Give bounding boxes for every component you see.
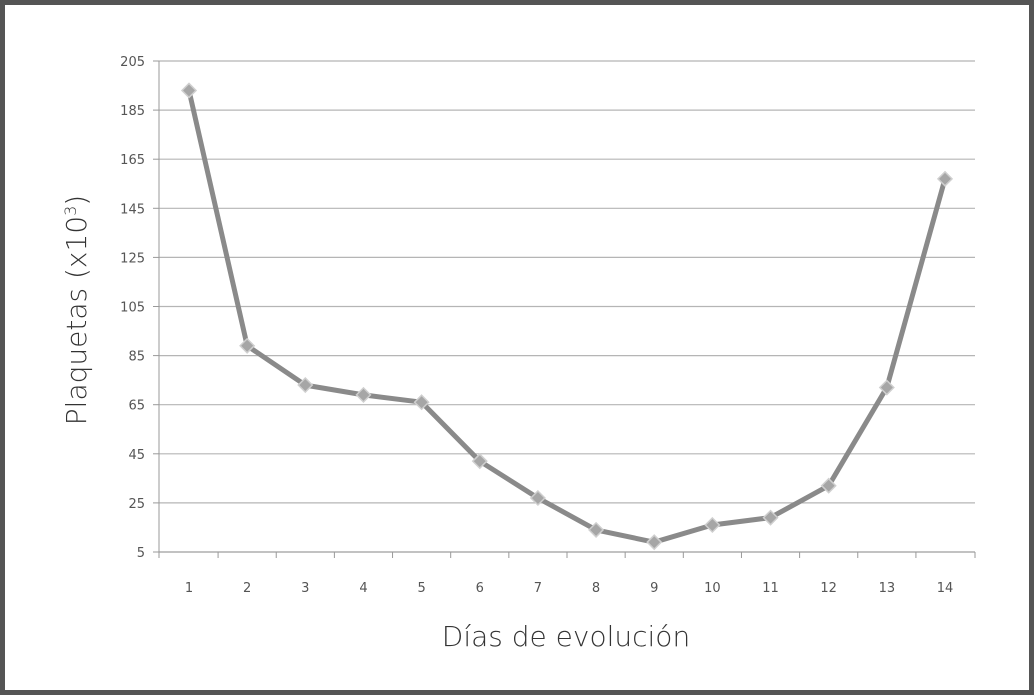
x-tick-label: 10 <box>704 581 721 596</box>
y-tick-label: 65 <box>128 399 145 414</box>
y-axis-title-superscript: 3 <box>61 206 80 216</box>
data-point <box>180 82 198 99</box>
data-point <box>646 534 663 551</box>
y-tick-label: 125 <box>120 251 145 266</box>
y-tick-label: 145 <box>120 202 145 217</box>
y-tick-label: 25 <box>128 497 145 512</box>
y-axis-title: Plaquetas (x103) <box>60 195 93 425</box>
y-tick-label: 85 <box>128 350 145 365</box>
x-tick-label: 6 <box>476 581 484 596</box>
x-tick-label: 14 <box>937 581 954 596</box>
data-point <box>529 489 546 507</box>
data-point <box>820 477 837 494</box>
x-tick-label: 4 <box>359 581 367 596</box>
x-tick-label: 3 <box>301 581 309 596</box>
y-tick-label: 165 <box>120 153 145 168</box>
y-tick-labels: 205 185 165 145 125 105 85 65 45 25 5 <box>120 55 145 561</box>
data-point <box>297 376 314 394</box>
x-tick-label: 5 <box>417 581 425 596</box>
x-tick-label: 9 <box>650 581 658 596</box>
y-axis-title-suffix: ) <box>60 195 93 206</box>
x-tick-label: 13 <box>879 581 896 596</box>
x-tick-label: 2 <box>243 581 251 596</box>
data-point <box>588 521 605 538</box>
gridlines <box>159 60 975 553</box>
x-tick-label: 7 <box>534 581 542 596</box>
series-line <box>186 88 948 545</box>
x-tick-label: 12 <box>820 581 837 596</box>
y-tick-label: 205 <box>120 55 145 70</box>
y-tick-label: 45 <box>128 448 145 463</box>
x-tick-label: 8 <box>592 581 600 596</box>
data-point <box>239 337 256 354</box>
data-point <box>471 453 488 470</box>
y-axis-title-prefix: Plaquetas (x10 <box>60 216 93 425</box>
series-plaquetas <box>180 82 954 551</box>
y-tick-label: 105 <box>120 301 145 316</box>
y-tick-label: 185 <box>120 104 145 119</box>
x-axis-title: Días de evolución <box>442 620 690 653</box>
data-point <box>762 509 779 526</box>
data-point <box>355 386 372 403</box>
x-tick-label: 11 <box>762 581 779 596</box>
data-point <box>704 516 721 534</box>
data-point <box>878 379 895 396</box>
data-point <box>413 394 430 411</box>
axes <box>153 60 976 558</box>
data-point <box>936 170 954 187</box>
x-tick-label: 1 <box>185 581 193 596</box>
y-tick-label: 5 <box>137 546 145 561</box>
x-tick-labels: 1 2 3 4 5 6 7 8 9 10 11 12 13 14 <box>185 581 953 596</box>
